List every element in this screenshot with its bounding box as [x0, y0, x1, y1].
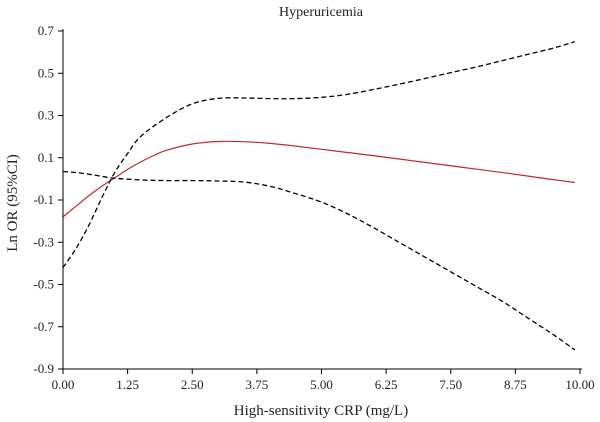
plot-area — [62, 40, 576, 351]
y-tick-label: 0.5 — [38, 65, 54, 80]
series-line-estimate — [62, 140, 575, 218]
x-tick-label: 5.00 — [310, 377, 333, 392]
x-tick-label: 8.75 — [504, 377, 527, 392]
x-tick-label: 2.50 — [181, 377, 204, 392]
y-axis-title: Ln OR (95%CI) — [5, 154, 21, 252]
x-tick-label: 3.75 — [246, 377, 269, 392]
y-tick-label: 0.3 — [38, 108, 54, 123]
axes: 0.00 1.25 2.50 3.75 5.00 6.25 7.50 8.75 10.00 0.7… — [33, 23, 594, 392]
chart-title: Hyperuricemia — [279, 5, 364, 20]
x-axis-title: High-sensitivity CRP (mg/L) — [234, 403, 408, 419]
y-tick-label: -0.3 — [33, 234, 54, 249]
y-tick-label: 0.7 — [38, 23, 55, 38]
x-tick-label: 0.00 — [52, 377, 75, 392]
series-line-upper-ci — [62, 40, 576, 268]
y-tick-label: -0.1 — [33, 192, 54, 207]
x-tick-label: 6.25 — [375, 377, 398, 392]
x-tick-label: 1.25 — [116, 377, 139, 392]
y-tick-label: -0.7 — [33, 319, 54, 334]
series-line-lower-ci — [62, 170, 576, 351]
y-tick-label: 0.1 — [38, 150, 54, 165]
x-tick-label: 7.50 — [439, 377, 462, 392]
y-tick-label: -0.9 — [33, 361, 54, 376]
x-tick-label: 10.00 — [565, 377, 594, 392]
y-tick-label: -0.5 — [33, 277, 54, 292]
